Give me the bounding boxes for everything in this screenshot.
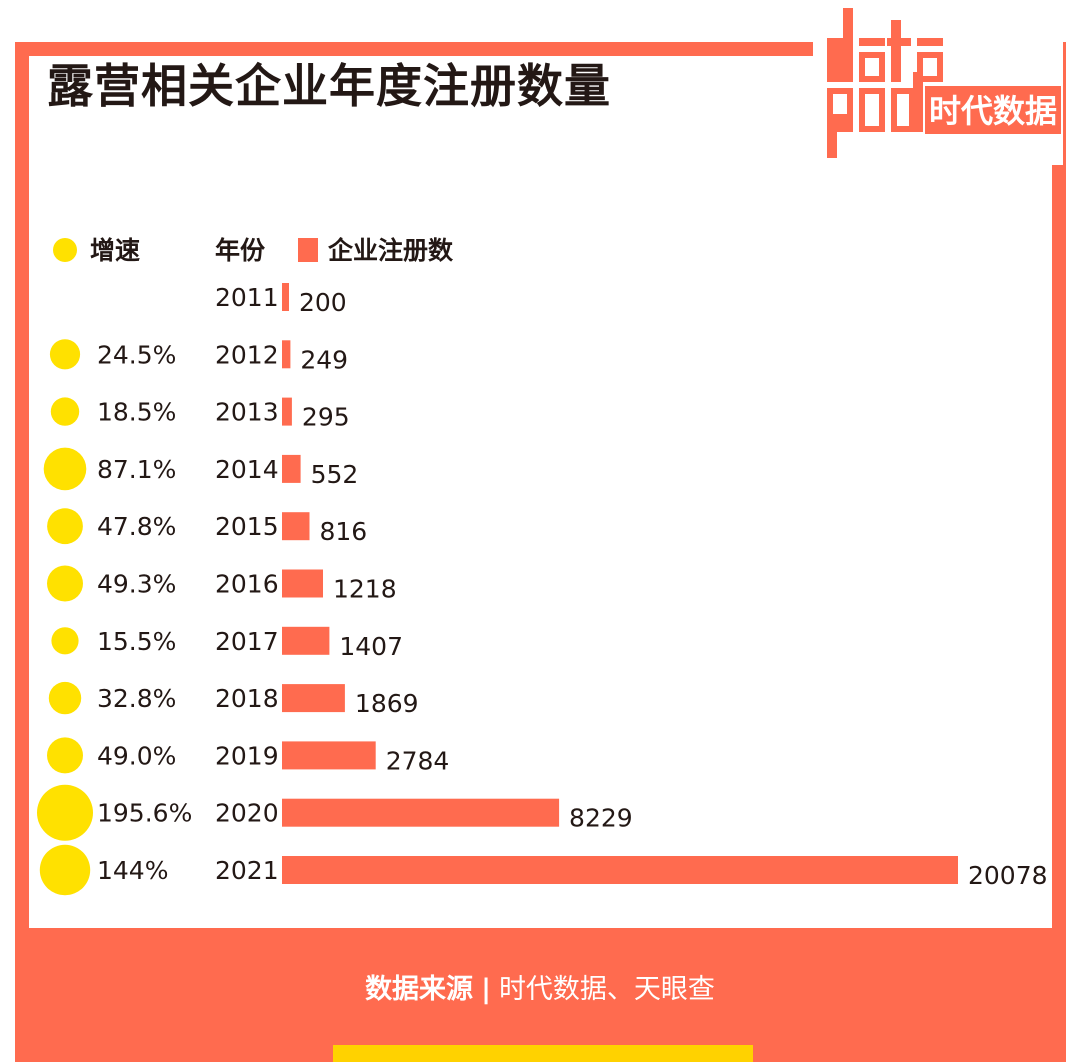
bar-chart: 增速 年份 企业注册数 2011 200 24.5% 2012 249 18.5% 2013… xyxy=(37,236,1048,896)
source-value: 时代数据、天眼查 xyxy=(498,974,715,1005)
growth-label: 195.6% xyxy=(97,799,192,828)
growth-bubble xyxy=(50,397,80,426)
year-label: 2012 xyxy=(215,340,279,369)
count-bar xyxy=(282,340,291,369)
legend-count-label: 企业注册数 xyxy=(328,236,454,265)
count-bar xyxy=(282,798,560,827)
count-bar xyxy=(282,512,310,541)
datagod-logo: 时代数据 xyxy=(813,0,1063,165)
legend-bubble-icon xyxy=(53,238,77,262)
count-value-label: 249 xyxy=(300,345,348,374)
growth-bubble xyxy=(47,565,83,602)
growth-label: 32.8% xyxy=(97,684,176,713)
growth-bubble xyxy=(51,627,79,655)
year-label: 2019 xyxy=(215,741,279,770)
year-label: 2015 xyxy=(215,512,279,541)
count-bar xyxy=(282,454,301,483)
year-label: 2018 xyxy=(215,684,279,713)
count-bar xyxy=(282,569,323,598)
chart-title: 露营相关企业年度注册数量 xyxy=(47,59,611,113)
year-label: 2014 xyxy=(215,455,279,484)
legend-bar-icon xyxy=(298,238,318,262)
growth-label: 15.5% xyxy=(97,627,176,656)
count-value-label: 816 xyxy=(319,517,367,546)
year-label: 2020 xyxy=(215,799,279,828)
source-footer: 数据来源 | 时代数据、天眼查 xyxy=(0,955,1080,1025)
count-value-label: 1407 xyxy=(339,632,403,661)
growth-bubble xyxy=(47,508,83,545)
chart-panel xyxy=(29,56,1052,928)
growth-bubble xyxy=(37,784,93,841)
growth-label: 24.5% xyxy=(97,340,176,369)
legend-growth-label: 增速 xyxy=(90,236,140,265)
count-bar xyxy=(282,283,289,311)
year-label: 2011 xyxy=(215,283,279,312)
chart-frame xyxy=(15,42,1066,1062)
count-value-label: 1218 xyxy=(333,575,397,604)
growth-label: 18.5% xyxy=(97,398,176,427)
growth-bubble xyxy=(39,844,91,896)
count-bar xyxy=(282,856,958,884)
year-label: 2017 xyxy=(215,627,279,656)
growth-bubble xyxy=(49,339,81,370)
year-label: 2013 xyxy=(215,398,279,427)
count-value-label: 295 xyxy=(302,403,350,432)
growth-bubble xyxy=(47,737,83,774)
count-bar xyxy=(282,626,330,655)
count-value-label: 552 xyxy=(311,460,359,489)
count-bar xyxy=(282,397,292,426)
growth-label: 47.8% xyxy=(97,512,176,541)
bottom-strip xyxy=(15,1045,1066,1062)
growth-label: 49.0% xyxy=(97,741,176,770)
count-value-label: 200 xyxy=(299,288,347,317)
bottom-accent-bar xyxy=(333,1045,753,1062)
source-label: 数据来源 xyxy=(365,974,474,1005)
growth-label: 144% xyxy=(97,856,168,885)
source-separator: | xyxy=(481,974,491,1005)
growth-label: 87.1% xyxy=(97,455,176,484)
count-value-label: 20078 xyxy=(968,861,1048,890)
growth-label: 49.3% xyxy=(97,570,176,599)
year-label: 2016 xyxy=(215,570,279,599)
count-bar xyxy=(282,684,345,713)
growth-bubble xyxy=(48,681,82,715)
count-bar xyxy=(282,741,376,770)
growth-bubble xyxy=(43,447,87,491)
count-value-label: 8229 xyxy=(569,804,633,833)
legend-year-label: 年份 xyxy=(215,236,265,265)
count-value-label: 1869 xyxy=(355,689,419,718)
count-value-label: 2784 xyxy=(386,746,450,775)
year-label: 2021 xyxy=(215,856,279,885)
logo-cn-text: 时代数据 xyxy=(929,92,1057,130)
